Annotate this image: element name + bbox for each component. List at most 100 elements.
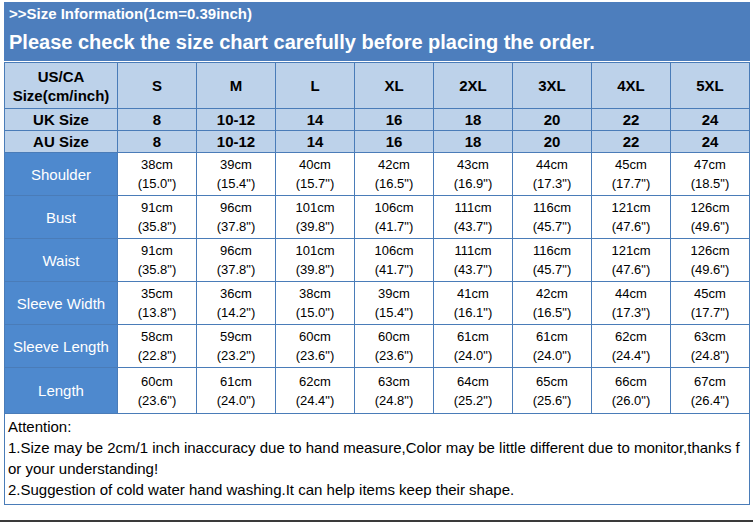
- value-cm: 43cm: [434, 155, 512, 174]
- value-inch: (39.8"): [276, 260, 354, 279]
- value-cm: 65cm: [513, 372, 591, 391]
- value-inch: (17.7"): [671, 303, 749, 322]
- measurement-cell: 42cm(16.5"): [355, 153, 434, 196]
- region-size-value: 8: [118, 131, 197, 153]
- value-inch: (35.8"): [118, 260, 196, 279]
- value-inch: (41.7"): [355, 217, 433, 236]
- measurement-cell: 62cm(24.4"): [592, 325, 671, 368]
- value-inch: (26.4"): [671, 391, 749, 410]
- measurement-cell: 116cm(45.7"): [513, 239, 592, 282]
- value-inch: (15.0"): [276, 303, 354, 322]
- value-cm: 126cm: [671, 241, 749, 260]
- measurement-cell: 60cm(23.6"): [276, 325, 355, 368]
- value-cm: 38cm: [276, 284, 354, 303]
- value-inch: (14.2"): [197, 303, 275, 322]
- value-cm: 39cm: [355, 284, 433, 303]
- value-inch: (16.9"): [434, 174, 512, 193]
- value-inch: (49.6"): [671, 260, 749, 279]
- value-inch: (15.7"): [276, 174, 354, 193]
- size-info-title: >>Size Information(1cm=0.39inch): [9, 5, 744, 22]
- value-cm: 96cm: [197, 198, 275, 217]
- measurement-cell: 35cm(13.8"): [118, 282, 197, 325]
- value-inch: (25.6"): [513, 391, 591, 410]
- measurement-row: Sleeve Width35cm(13.8")36cm(14.2")38cm(1…: [5, 282, 750, 325]
- value-cm: 61cm: [434, 327, 512, 346]
- value-cm: 61cm: [197, 372, 275, 391]
- value-inch: (13.8"): [118, 303, 196, 322]
- value-cm: 91cm: [118, 198, 196, 217]
- value-inch: (16.5"): [513, 303, 591, 322]
- measurement-cell: 38cm(15.0"): [118, 153, 197, 196]
- measurement-row: Bust91cm(35.8")96cm(37.8")101cm(39.8")10…: [5, 196, 750, 239]
- size-header-row: US/CA Size(cm/inch)SMLXL2XL3XL4XL5XL: [5, 63, 750, 109]
- value-cm: 58cm: [118, 327, 196, 346]
- region-size-value: 24: [671, 109, 750, 131]
- measurement-cell: 61cm(24.0"): [434, 325, 513, 368]
- value-cm: 116cm: [513, 241, 591, 260]
- region-size-value: 20: [513, 131, 592, 153]
- value-inch: (17.3"): [513, 174, 591, 193]
- value-cm: 59cm: [197, 327, 275, 346]
- value-inch: (24.4"): [592, 346, 670, 365]
- value-cm: 61cm: [513, 327, 591, 346]
- column-header: 3XL: [513, 63, 592, 109]
- measurement-cell: 40cm(15.7"): [276, 153, 355, 196]
- measurement-cell: 63cm(24.8"): [671, 325, 750, 368]
- value-inch: (35.8"): [118, 217, 196, 236]
- region-size-value: 24: [671, 131, 750, 153]
- region-size-value: 8: [118, 109, 197, 131]
- measurement-cell: 111cm(43.7"): [434, 239, 513, 282]
- value-inch: (15.0"): [118, 174, 196, 193]
- measurement-label: Shoulder: [5, 153, 118, 196]
- measurement-cell: 39cm(15.4"): [355, 282, 434, 325]
- region-size-value: 22: [592, 131, 671, 153]
- value-inch: (23.6"): [276, 346, 354, 365]
- value-inch: (24.0"): [197, 391, 275, 410]
- measurement-cell: 121cm(47.6"): [592, 196, 671, 239]
- measurement-row: Sleeve Length58cm(22.8")59cm(23.2")60cm(…: [5, 325, 750, 368]
- column-header: 4XL: [592, 63, 671, 109]
- measurement-cell: 61cm(24.0"): [513, 325, 592, 368]
- value-cm: 36cm: [197, 284, 275, 303]
- measurement-row: Waist91cm(35.8")96cm(37.8")101cm(39.8")1…: [5, 239, 750, 282]
- measurement-label: Length: [5, 368, 118, 414]
- measurement-cell: 59cm(23.2"): [197, 325, 276, 368]
- measurement-cell: 111cm(43.7"): [434, 196, 513, 239]
- value-inch: (16.5"): [355, 174, 433, 193]
- measurement-cell: 91cm(35.8"): [118, 196, 197, 239]
- value-inch: (24.8"): [671, 346, 749, 365]
- value-cm: 63cm: [671, 327, 749, 346]
- value-inch: (24.8"): [355, 391, 433, 410]
- measurement-cell: 44cm(17.3"): [592, 282, 671, 325]
- uk-size-row: UK Size810-12141618202224: [5, 109, 750, 131]
- attention-box: Attention: 1.Size may be 2cm/1 inch inac…: [4, 414, 750, 505]
- value-cm: 39cm: [197, 155, 275, 174]
- attention-note-1: 1.Size may be 2cm/1 inch inaccuracy due …: [8, 437, 746, 479]
- value-inch: (24.4"): [276, 391, 354, 410]
- value-cm: 67cm: [671, 372, 749, 391]
- value-cm: 96cm: [197, 241, 275, 260]
- value-inch: (43.7"): [434, 217, 512, 236]
- value-cm: 66cm: [592, 372, 670, 391]
- value-inch: (39.8"): [276, 217, 354, 236]
- value-cm: 91cm: [118, 241, 196, 260]
- measurement-cell: 36cm(14.2"): [197, 282, 276, 325]
- column-header: XL: [355, 63, 434, 109]
- value-cm: 42cm: [513, 284, 591, 303]
- au-size-row: AU Size810-12141618202224: [5, 131, 750, 153]
- size-warning-text: Please check the size chart carefully be…: [9, 31, 744, 54]
- measurement-cell: 58cm(22.8"): [118, 325, 197, 368]
- value-inch: (24.0"): [513, 346, 591, 365]
- column-header: 5XL: [671, 63, 750, 109]
- value-cm: 44cm: [592, 284, 670, 303]
- measurement-cell: 101cm(39.8"): [276, 239, 355, 282]
- size-table: US/CA Size(cm/inch)SMLXL2XL3XL4XL5XLUK S…: [4, 62, 750, 414]
- value-cm: 121cm: [592, 198, 670, 217]
- value-cm: 64cm: [434, 372, 512, 391]
- value-cm: 116cm: [513, 198, 591, 217]
- value-inch: (16.1"): [434, 303, 512, 322]
- measurement-cell: 62cm(24.4"): [276, 368, 355, 414]
- corner-header: US/CA Size(cm/inch): [5, 63, 118, 109]
- value-inch: (15.4"): [197, 174, 275, 193]
- measurement-cell: 47cm(18.5"): [671, 153, 750, 196]
